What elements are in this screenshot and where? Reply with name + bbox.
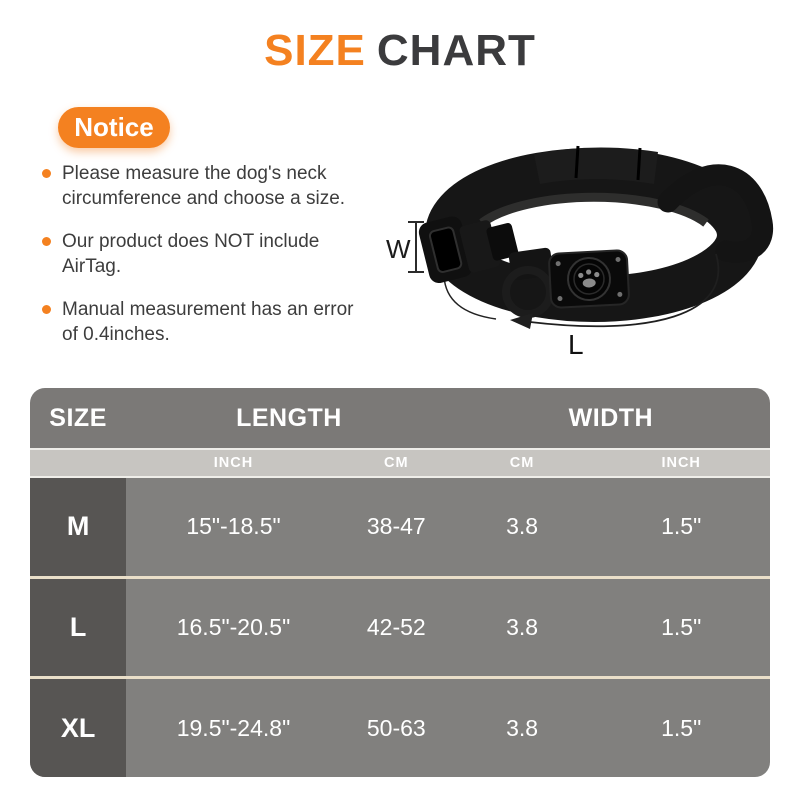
- airtag-holder: [548, 249, 630, 309]
- table-header-row: SIZE LENGTH WIDTH: [30, 388, 770, 448]
- size-cell: L: [30, 578, 127, 677]
- width-cm-cell: 3.8: [506, 714, 539, 741]
- table-row-xl: XL 19.5"-24.8" 50-63 3.8 1.5": [30, 676, 770, 777]
- collar-handle: [657, 164, 774, 263]
- length-cm-cell: 42-52: [366, 614, 426, 640]
- collar-inner-wall: [479, 192, 709, 227]
- subheader-length-cm: CM: [384, 455, 409, 471]
- width-dimension-line: [408, 221, 424, 273]
- length-inch-cell: 16.5"-20.5": [176, 614, 291, 640]
- width-dimension-label: W: [386, 234, 411, 264]
- header-size: SIZE: [49, 403, 107, 432]
- bullet-dot-icon: [42, 169, 51, 178]
- size-cell: XL: [30, 679, 127, 777]
- notice-badge: Notice: [58, 107, 170, 148]
- length-dimension-label: L: [568, 329, 584, 360]
- size-cell: M: [30, 478, 127, 576]
- length-inch-cell: 19.5"-24.8": [176, 714, 291, 741]
- width-inch-cell: 1.5": [661, 614, 702, 640]
- size-table: SIZE LENGTH WIDTH INCH CM CM INCH M 15"-…: [30, 388, 770, 777]
- table-subheader-row: INCH CM CM INCH: [30, 448, 770, 478]
- subheader-length-inch: INCH: [213, 455, 254, 471]
- notice-list: Please measure the dog's neck circumfere…: [42, 161, 387, 365]
- width-inch-cell: 1.5": [661, 714, 702, 741]
- notice-item: Please measure the dog's neck circumfere…: [42, 161, 387, 211]
- bullet-dot-icon: [42, 237, 51, 246]
- page-title: SIZE CHART: [0, 26, 800, 76]
- header-length: LENGTH: [236, 403, 342, 432]
- subheader-width-cm: CM: [509, 455, 535, 471]
- collar-figure: W L: [382, 130, 782, 375]
- table-row-m: M 15"-18.5" 38-47 3.8 1.5": [30, 478, 770, 576]
- notice-item-text: Manual measurement has an error of 0.4in…: [62, 299, 354, 345]
- length-ellipse-segment: [443, 275, 497, 320]
- length-cm-cell: 38-47: [366, 513, 426, 540]
- length-inch-cell: 15"-18.5": [186, 513, 281, 540]
- title-chart: CHART: [376, 26, 536, 75]
- subheader-width-inch: INCH: [661, 455, 701, 471]
- dog-collar-illustration: W L: [386, 145, 774, 360]
- width-cm-cell: 3.8: [506, 614, 539, 640]
- width-inch-cell: 1.5": [661, 513, 702, 540]
- paw-print-icon: [578, 269, 600, 288]
- collar-velcro-patch: [534, 147, 658, 184]
- bullet-dot-icon: [42, 305, 51, 314]
- notice-item: Manual measurement has an error of 0.4in…: [42, 297, 387, 347]
- table-row-l: L 16.5"-20.5" 42-52 3.8 1.5": [30, 575, 770, 677]
- notice-item-text: Please measure the dog's neck circumfere…: [62, 163, 346, 209]
- length-arrowhead-icon: [510, 313, 533, 329]
- collar-buckle: [418, 216, 519, 284]
- length-arrow: [529, 253, 720, 328]
- notice-item: Our product does NOT include AirTag.: [42, 229, 387, 279]
- header-width: WIDTH: [568, 403, 654, 432]
- title-size: SIZE: [264, 26, 366, 75]
- length-cm-cell: 50-63: [366, 714, 426, 741]
- notice-item-text: Our product does NOT include AirTag.: [62, 231, 320, 277]
- width-cm-cell: 3.8: [506, 513, 539, 540]
